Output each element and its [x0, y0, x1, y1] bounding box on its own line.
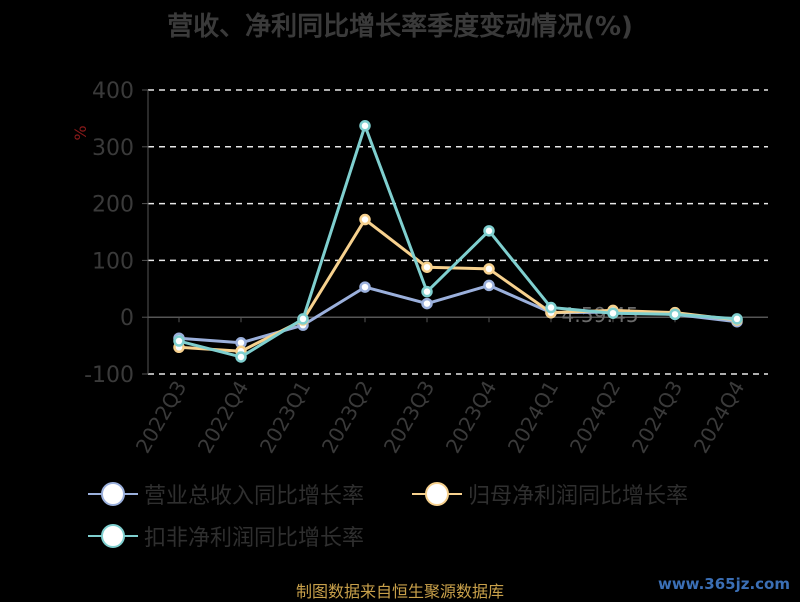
data-point[interactable]: [361, 215, 370, 224]
data-point[interactable]: [485, 281, 494, 290]
legend-marker: [412, 479, 462, 509]
chart-annotation: 4:59:45: [561, 303, 638, 327]
legend-dot: [101, 524, 125, 548]
data-point[interactable]: [361, 121, 370, 130]
series-3: [175, 121, 742, 361]
series-line: [179, 126, 737, 357]
legend-item-revenue[interactable]: 营业总收入同比增长率: [88, 479, 364, 509]
y-tick-label: 100: [92, 249, 134, 274]
legend-label: 扣非净利润同比增长率: [144, 520, 364, 552]
legend-label: 归母净利润同比增长率: [468, 478, 688, 510]
legend-dot: [425, 482, 449, 506]
data-point[interactable]: [671, 310, 680, 319]
x-tick-label: 2023Q3: [379, 377, 439, 458]
legend-item-net-profit[interactable]: 归母净利润同比增长率: [412, 479, 688, 509]
y-tick-label: 200: [92, 193, 134, 218]
y-tick-labels: 400 300 200 100 0 -100: [84, 79, 134, 388]
data-point[interactable]: [423, 287, 432, 296]
y-tick-label: 400: [92, 79, 134, 104]
legend-marker: [88, 521, 138, 551]
watermark-logo: www.365jz.com: [658, 575, 790, 593]
data-point[interactable]: [485, 226, 494, 235]
x-tick-label: 2024Q3: [627, 377, 687, 458]
legend-label: 营业总收入同比增长率: [144, 478, 364, 510]
series-lines: [175, 121, 742, 361]
x-tick-label: 2023Q4: [441, 377, 501, 458]
data-point[interactable]: [423, 263, 432, 272]
data-point[interactable]: [237, 352, 246, 361]
x-tick-label: 2024Q2: [565, 377, 625, 458]
axes: [148, 90, 768, 374]
data-point[interactable]: [361, 283, 370, 292]
y-tick-label: -100: [84, 363, 134, 388]
legend-dot: [101, 482, 125, 506]
series-line: [179, 220, 737, 352]
data-point[interactable]: [423, 299, 432, 308]
data-point[interactable]: [609, 309, 618, 318]
x-tick-label: 2022Q3: [131, 377, 191, 458]
x-tick-label: 2022Q4: [193, 377, 253, 458]
y-tick-label: 300: [92, 136, 134, 161]
legend-marker: [88, 479, 138, 509]
y-axis-unit-label: %: [71, 125, 90, 140]
x-tick-labels: 2022Q3 2022Q4 2023Q1 2023Q2 2023Q3 2023Q4 2024…: [131, 377, 749, 458]
data-point[interactable]: [485, 264, 494, 273]
data-point[interactable]: [733, 314, 742, 323]
x-tick-label: 2024Q4: [689, 377, 749, 458]
y-tick-label: 0: [120, 306, 134, 331]
legend-item-deducted-net-profit[interactable]: 扣非净利润同比增长率: [88, 521, 364, 551]
x-tick-label: 2023Q1: [255, 377, 315, 458]
grid-lines: [142, 90, 768, 374]
data-point[interactable]: [547, 303, 556, 312]
x-tick-label: 2024Q1: [503, 377, 563, 458]
x-tick-label: 2023Q2: [317, 377, 377, 458]
series-2: [175, 215, 742, 356]
data-point[interactable]: [299, 314, 308, 323]
data-point[interactable]: [175, 337, 184, 346]
